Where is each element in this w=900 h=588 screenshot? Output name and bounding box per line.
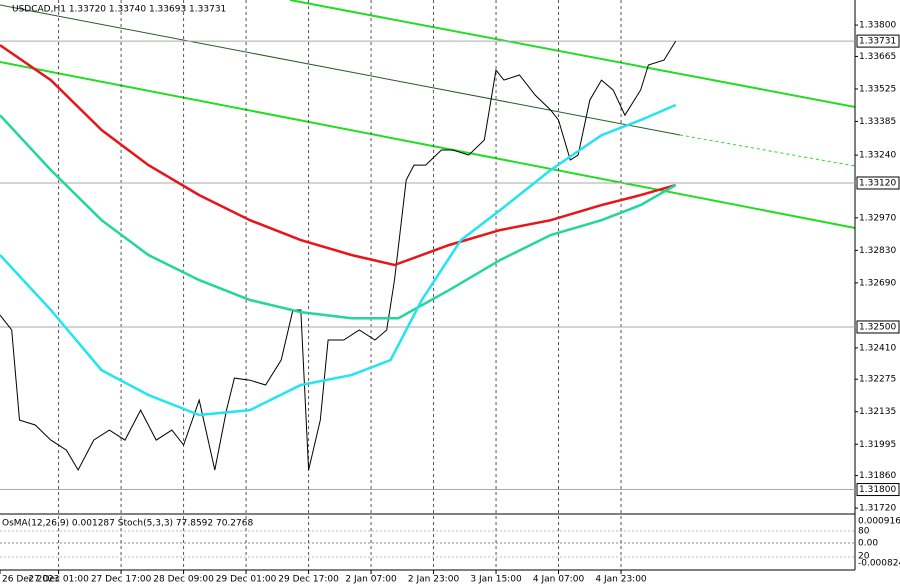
x-tick-label: 29 Dec 17:00 bbox=[278, 575, 339, 585]
indicator-title: OsMA(12,26,9) 0.001287 Stoch(5,3,3) 77.8… bbox=[2, 519, 253, 529]
x-tick-label: 2 Jan 23:00 bbox=[408, 575, 460, 585]
indicator-axis-label: 20 bbox=[858, 552, 870, 562]
x-tick-label: 4 Jan 07:00 bbox=[533, 575, 585, 585]
y-tick-label: 1.33800 bbox=[859, 21, 896, 31]
y-tick-label: 1.33240 bbox=[859, 151, 896, 161]
level-label: 1.33120 bbox=[859, 178, 896, 188]
x-tick-label: 3 Jan 15:00 bbox=[470, 575, 522, 585]
indicator-axis-label: -0.000824 bbox=[858, 559, 900, 569]
indicator-axis-label: 80 bbox=[858, 527, 870, 537]
level-box bbox=[856, 34, 900, 48]
y-tick-label: 1.32690 bbox=[859, 278, 896, 288]
level-box bbox=[856, 176, 900, 190]
level-label: 1.32500 bbox=[859, 322, 896, 332]
price-line bbox=[0, 44, 677, 267]
x-tick-label: 27 Dec 17:00 bbox=[91, 575, 152, 585]
level-box bbox=[856, 483, 900, 497]
x-tick-label: 26 Dec 2023 bbox=[2, 575, 60, 585]
level-label: 1.33731 bbox=[859, 37, 896, 47]
x-tick-label: 29 Dec 01:00 bbox=[216, 575, 277, 585]
y-tick-label: 1.32970 bbox=[859, 213, 896, 223]
x-tick-label: 28 Dec 09:00 bbox=[153, 575, 214, 585]
trend-line bbox=[289, 0, 856, 108]
level-label: 1.31800 bbox=[859, 485, 896, 495]
y-tick-label: 1.33525 bbox=[859, 84, 896, 94]
y-tick-label: 1.31995 bbox=[859, 440, 896, 450]
price-line bbox=[0, 103, 677, 417]
x-tick-label: 27 Dec 01:00 bbox=[28, 575, 89, 585]
y-tick-label: 1.32830 bbox=[859, 246, 896, 256]
y-tick-label: 1.32275 bbox=[859, 375, 896, 385]
chart-title: USDCAD,H1 1.33720 1.33740 1.33693 1.3373… bbox=[12, 5, 226, 15]
level-box bbox=[856, 320, 900, 334]
indicator-axis-label: 0.0009166 bbox=[858, 517, 900, 527]
y-tick-label: 1.33665 bbox=[859, 52, 896, 62]
y-tick-label: 1.31860 bbox=[859, 471, 896, 481]
y-tick-label: 1.33385 bbox=[859, 117, 896, 127]
price-line bbox=[0, 114, 677, 320]
price-line bbox=[0, 40, 677, 472]
y-tick-label: 1.31720 bbox=[859, 504, 896, 514]
y-tick-label: 1.32410 bbox=[859, 343, 896, 353]
indicator-axis-label: 0.00 bbox=[858, 539, 878, 549]
x-tick-label: 2 Jan 07:00 bbox=[345, 575, 397, 585]
x-tick-label: 4 Jan 23:00 bbox=[595, 575, 647, 585]
y-tick-label: 1.32135 bbox=[859, 407, 896, 417]
trend-line bbox=[0, 61, 856, 229]
trend-line bbox=[0, 4, 681, 136]
